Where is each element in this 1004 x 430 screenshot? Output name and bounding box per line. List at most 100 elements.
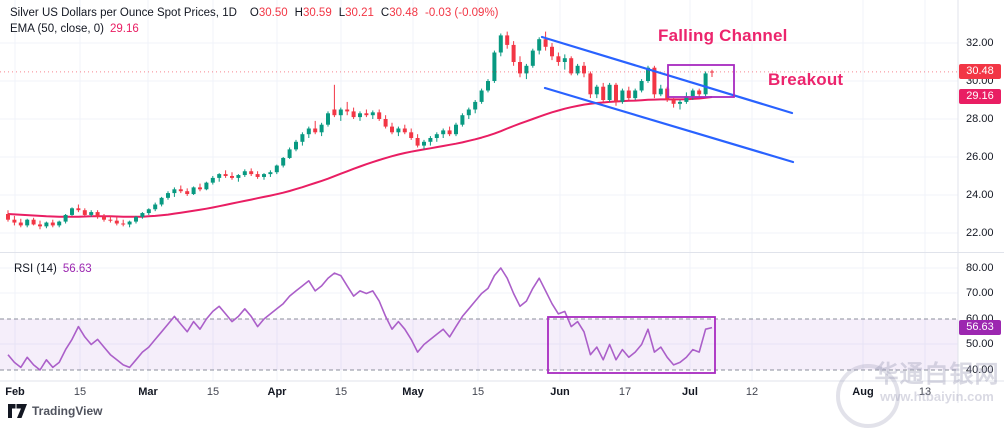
open-label: O: [249, 7, 259, 19]
candle-body: [550, 46, 554, 57]
candle-body: [63, 214, 68, 222]
price-axis-label: 32.00: [966, 37, 994, 49]
candle-body: [345, 109, 350, 112]
candle-body: [76, 208, 81, 211]
symbol-title[interactable]: Silver US Dollars per Ounce Spot Prices,…: [10, 7, 237, 19]
candle-body: [18, 222, 23, 226]
candle-body: [588, 73, 593, 95]
candle-body: [390, 126, 394, 133]
time-axis-label: 15: [471, 386, 485, 398]
low-value: 30.21: [345, 7, 374, 19]
rsi-axis-label: 50.00: [966, 338, 994, 350]
tradingview-logo-icon: [8, 404, 27, 418]
time-axis-label: 15: [73, 386, 87, 398]
candle-body: [466, 109, 471, 116]
ema-indicator-label[interactable]: EMA (50, close, 0): [10, 23, 104, 35]
candle-body: [281, 157, 286, 166]
candle-body: [396, 128, 401, 133]
candle-body: [217, 174, 222, 178]
candle-body: [460, 115, 465, 125]
breakout-annotation[interactable]: Breakout: [768, 70, 844, 89]
candle-body: [249, 171, 254, 175]
candle-body: [153, 204, 158, 210]
falling-channel-annotation[interactable]: Falling Channel: [658, 26, 788, 45]
candle-body: [82, 210, 87, 215]
candle-body: [575, 65, 580, 74]
candle-body: [703, 73, 708, 95]
site-watermark: 华通白银网 www.htbaiyin.com: [836, 361, 1004, 428]
price-axis-label: 26.00: [966, 151, 994, 163]
falling-channel-upper-trendline[interactable]: [540, 35, 794, 115]
candle-body: [50, 222, 55, 226]
candle-body: [447, 130, 452, 135]
candle-body: [262, 174, 266, 177]
candle-body: [505, 35, 510, 45]
candle-body: [402, 128, 407, 133]
candle-body: [127, 221, 132, 225]
candle-body: [351, 111, 356, 118]
time-axis-label: Apr: [267, 386, 287, 398]
open-value: 30.50: [258, 7, 288, 19]
rsi-band-fill: [0, 319, 958, 370]
candle-body: [268, 172, 273, 175]
candle-body: [198, 187, 202, 190]
candle-body: [441, 130, 446, 135]
high-value: 30.59: [302, 7, 332, 19]
candle-body: [518, 62, 522, 74]
candle-body: [370, 112, 375, 116]
time-axis-label: Mar: [138, 386, 158, 398]
candle-body: [409, 132, 414, 138]
candle-body: [454, 124, 458, 135]
change-value: -0.03 (-0.09%): [425, 7, 499, 19]
low-label: L: [338, 7, 346, 19]
tradingview-attribution[interactable]: TradingView: [8, 404, 102, 418]
breakout-highlight-rect[interactable]: [667, 64, 735, 98]
candle-body: [191, 187, 196, 195]
candle-body: [498, 35, 503, 53]
candle-body: [377, 112, 382, 119]
candle-body: [338, 109, 343, 116]
candle-body: [332, 109, 337, 116]
candle-body: [486, 81, 490, 91]
candle-body: [428, 138, 433, 142]
candle-body: [569, 58, 574, 74]
time-axis-label: May: [402, 386, 424, 398]
candle-body: [172, 189, 177, 194]
rsi-axis-label: 40.00: [966, 364, 994, 376]
candle-body: [326, 113, 330, 125]
candle-body: [178, 189, 183, 192]
candle-body: [582, 65, 586, 74]
candle-body: [255, 174, 260, 177]
rsi-highlight-rect[interactable]: [547, 316, 716, 374]
candle-body: [70, 208, 74, 215]
candle-body: [678, 101, 682, 104]
candle-body: [607, 84, 612, 100]
falling-channel-lower-trendline[interactable]: [543, 86, 795, 164]
rsi-indicator-label[interactable]: RSI (14): [14, 263, 57, 275]
close-label: C: [380, 7, 390, 19]
candle-body: [146, 209, 151, 214]
candle-body: [671, 100, 676, 104]
candle-body: [44, 222, 49, 227]
candle-body: [633, 90, 638, 99]
candle-body: [620, 90, 625, 102]
last-price-badge: 30.48: [959, 64, 1001, 80]
rsi-legend: RSI (14) 56.63: [14, 263, 92, 275]
candle-body: [159, 197, 164, 205]
candle-body: [134, 216, 138, 222]
candle-body: [38, 224, 42, 227]
candle-body: [300, 134, 305, 142]
rsi-line[interactable]: [7, 267, 713, 371]
time-axis-label: 12: [745, 386, 759, 398]
candle-body: [114, 220, 119, 224]
candle-body: [313, 128, 318, 133]
price-axis-label: 28.00: [966, 113, 994, 125]
price-axis-label: 24.00: [966, 189, 994, 201]
candle-body: [614, 84, 618, 102]
candle-body: [210, 177, 215, 183]
candle-body: [204, 182, 209, 190]
candle-body: [242, 171, 247, 176]
rsi-indicator-value: 56.63: [62, 263, 92, 275]
candle-body: [690, 90, 695, 97]
